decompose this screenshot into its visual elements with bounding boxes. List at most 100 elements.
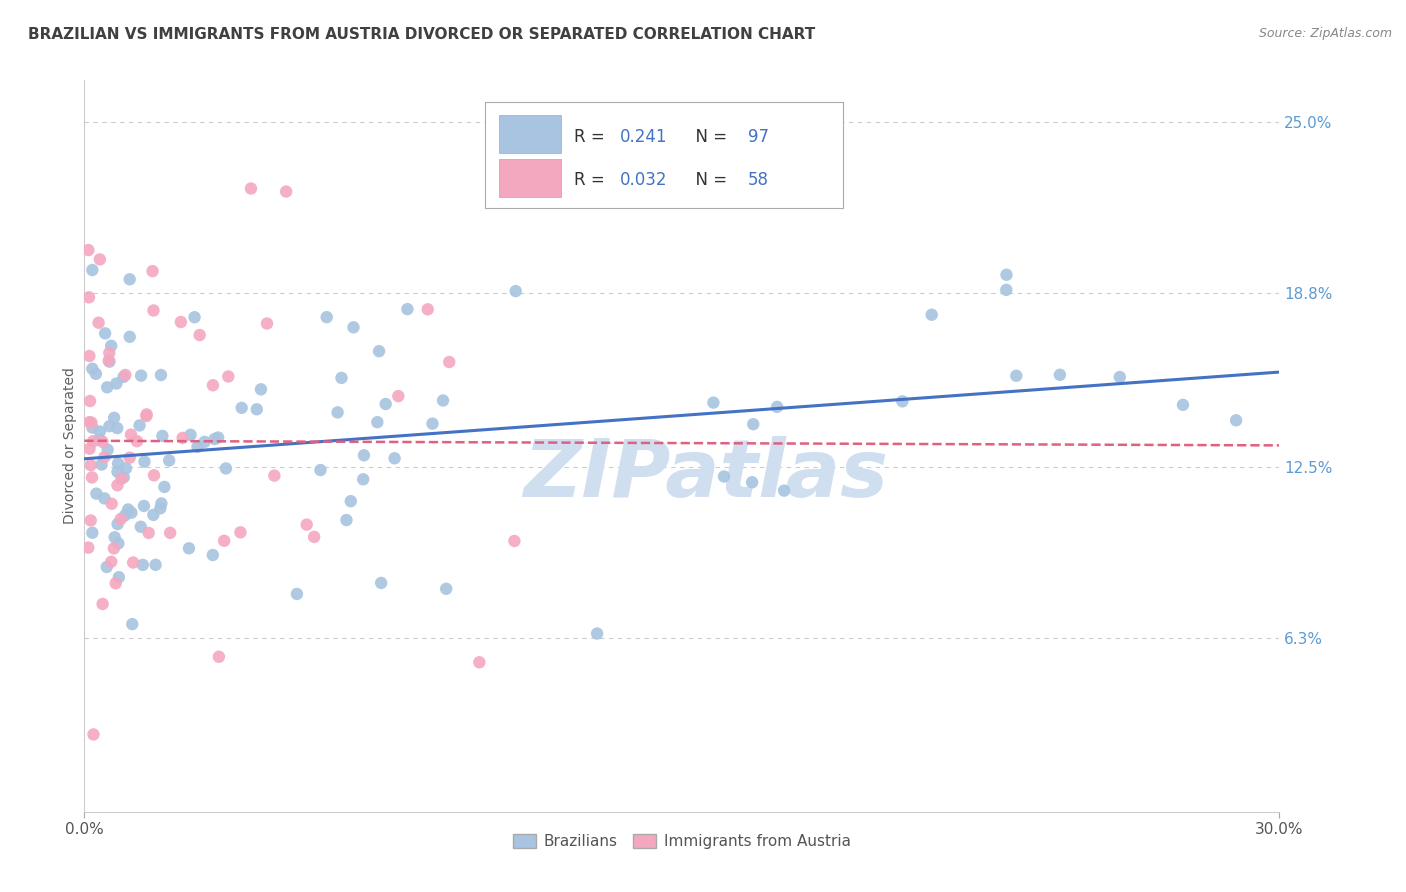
Point bbox=[422, 417, 444, 431]
Point bbox=[145, 558, 167, 572]
Point bbox=[80, 458, 103, 472]
Point bbox=[315, 310, 337, 325]
Point bbox=[713, 469, 735, 483]
Point bbox=[107, 536, 129, 550]
Point bbox=[90, 458, 112, 472]
Point bbox=[82, 263, 104, 277]
Point bbox=[503, 533, 526, 548]
Point bbox=[80, 513, 103, 527]
Point bbox=[180, 427, 202, 442]
Point bbox=[194, 434, 217, 449]
Point bbox=[366, 415, 388, 429]
Point bbox=[250, 382, 273, 396]
Point bbox=[97, 353, 120, 368]
Point bbox=[302, 530, 325, 544]
Point bbox=[79, 415, 101, 429]
Point bbox=[276, 185, 298, 199]
Point bbox=[741, 475, 763, 490]
Text: Source: ZipAtlas.com: Source: ZipAtlas.com bbox=[1258, 27, 1392, 40]
Point bbox=[82, 525, 104, 540]
Point bbox=[135, 409, 157, 424]
Text: N =: N = bbox=[686, 171, 733, 189]
Point bbox=[342, 320, 364, 334]
Point bbox=[231, 401, 253, 415]
Point bbox=[326, 405, 349, 419]
Point bbox=[107, 478, 129, 492]
Point bbox=[105, 376, 128, 391]
Point bbox=[153, 480, 176, 494]
Point bbox=[1049, 368, 1071, 382]
Point bbox=[434, 582, 457, 596]
Point bbox=[98, 346, 121, 360]
Point bbox=[1005, 368, 1028, 383]
Point bbox=[118, 450, 141, 465]
Point bbox=[120, 506, 142, 520]
Point bbox=[702, 395, 724, 409]
Point bbox=[416, 302, 439, 317]
Point bbox=[80, 416, 103, 430]
Point bbox=[112, 370, 135, 384]
Point bbox=[89, 252, 111, 267]
Point bbox=[82, 361, 104, 376]
Point bbox=[79, 442, 101, 456]
Point bbox=[117, 502, 139, 516]
Point bbox=[352, 472, 374, 486]
Point bbox=[115, 461, 138, 475]
Point bbox=[201, 378, 224, 392]
Point bbox=[177, 541, 200, 556]
Point bbox=[100, 497, 122, 511]
Point bbox=[129, 520, 152, 534]
Point bbox=[132, 499, 155, 513]
Point bbox=[86, 486, 108, 500]
Point bbox=[77, 290, 100, 304]
Point bbox=[295, 517, 318, 532]
Point bbox=[82, 727, 104, 741]
Text: 58: 58 bbox=[748, 171, 769, 189]
Point bbox=[110, 512, 132, 526]
Point bbox=[1108, 370, 1130, 384]
Point bbox=[891, 394, 914, 409]
Point bbox=[142, 303, 165, 318]
Text: R =: R = bbox=[575, 171, 610, 189]
Point bbox=[104, 576, 127, 591]
Point bbox=[370, 576, 392, 591]
Point bbox=[108, 570, 131, 584]
Point bbox=[103, 541, 125, 556]
Point bbox=[149, 368, 172, 382]
Point bbox=[159, 525, 181, 540]
Point bbox=[1225, 413, 1247, 427]
Point bbox=[79, 394, 101, 409]
Point bbox=[121, 617, 143, 632]
Point bbox=[97, 442, 120, 457]
Point bbox=[103, 410, 125, 425]
Point bbox=[132, 558, 155, 572]
Point bbox=[217, 369, 239, 384]
Point bbox=[339, 494, 361, 508]
Point bbox=[396, 302, 419, 317]
Point bbox=[112, 470, 135, 484]
Point bbox=[353, 448, 375, 462]
Point bbox=[309, 463, 332, 477]
Point bbox=[439, 355, 461, 369]
Text: ZIPatlas: ZIPatlas bbox=[523, 436, 889, 515]
Point bbox=[128, 418, 150, 433]
Point bbox=[89, 433, 111, 447]
Legend: Brazilians, Immigrants from Austria: Brazilians, Immigrants from Austria bbox=[508, 828, 856, 855]
Point bbox=[114, 508, 136, 523]
Point bbox=[766, 400, 789, 414]
Point bbox=[368, 344, 391, 359]
Text: 97: 97 bbox=[748, 128, 769, 145]
Point bbox=[93, 450, 115, 464]
Point bbox=[125, 434, 148, 449]
Point bbox=[742, 417, 765, 432]
Point bbox=[186, 440, 208, 454]
Point bbox=[208, 649, 231, 664]
Point bbox=[384, 451, 406, 466]
Point bbox=[995, 283, 1018, 297]
Point bbox=[149, 501, 172, 516]
Point bbox=[80, 470, 103, 484]
Point bbox=[188, 328, 211, 343]
Point bbox=[468, 655, 491, 669]
Point bbox=[150, 429, 173, 443]
Point bbox=[201, 548, 224, 562]
